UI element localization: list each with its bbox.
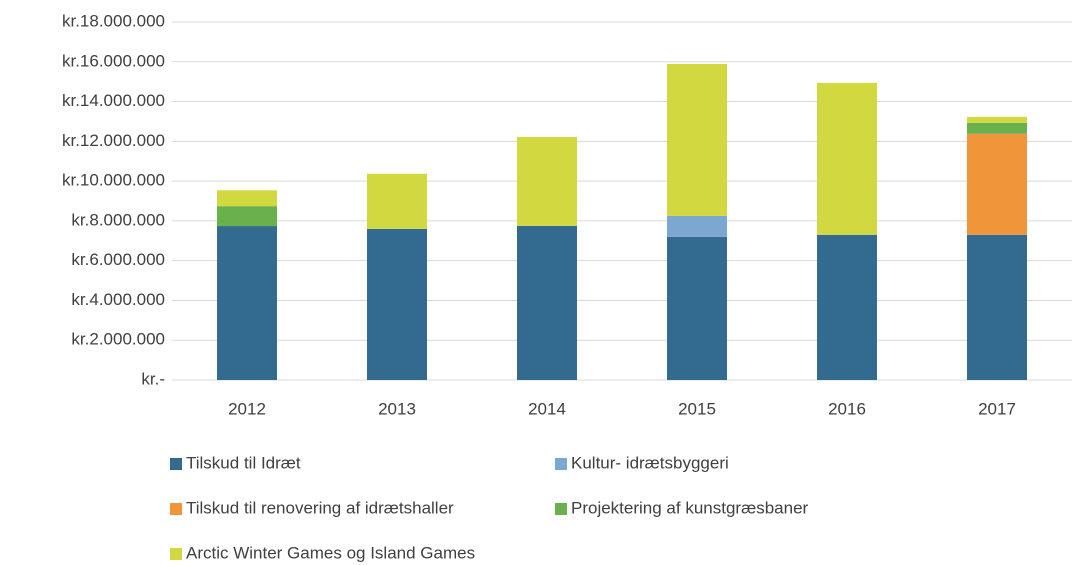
legend-swatch — [170, 503, 182, 515]
x-tick-label: 2012 — [228, 399, 266, 418]
y-tick-label: kr.4.000.000 — [71, 290, 165, 309]
bar-segment — [367, 173, 427, 229]
x-tick-label: 2015 — [678, 399, 716, 418]
bar-segment — [217, 226, 277, 380]
legend-swatch — [170, 548, 182, 560]
x-tick-label: 2014 — [528, 399, 566, 418]
bar-segment — [967, 133, 1027, 235]
y-tick-label: kr.6.000.000 — [71, 250, 165, 269]
bar-segment — [217, 190, 277, 207]
legend-label: Tilskud til renovering af idrætshaller — [186, 498, 454, 517]
legend-label: Arctic Winter Games og Island Games — [186, 543, 475, 562]
bar-segment — [367, 228, 427, 380]
legend-label: Projektering af kunstgræsbaner — [571, 498, 809, 517]
y-tick-label: kr.12.000.000 — [62, 131, 165, 150]
bar-segment — [667, 215, 727, 237]
bar-segment — [967, 122, 1027, 134]
bar-segment — [667, 63, 727, 216]
bar-segment — [667, 236, 727, 380]
x-tick-label: 2013 — [378, 399, 416, 418]
y-tick-label: kr.14.000.000 — [62, 91, 165, 110]
x-tick-label: 2017 — [978, 399, 1016, 418]
legend-swatch — [555, 458, 567, 470]
bar-segment — [967, 116, 1027, 123]
x-tick-label: 2016 — [828, 399, 866, 418]
bar-segment — [817, 82, 877, 235]
y-tick-label: kr.- — [141, 369, 165, 388]
y-tick-label: kr.2.000.000 — [71, 330, 165, 349]
y-tick-label: kr.16.000.000 — [62, 51, 165, 70]
legend-label: Kultur- idrætsbyggeri — [571, 453, 729, 472]
bar-segment — [517, 225, 577, 380]
y-tick-label: kr.8.000.000 — [71, 210, 165, 229]
y-tick-label: kr.10.000.000 — [62, 171, 165, 190]
bar-segment — [217, 206, 277, 227]
legend-swatch — [555, 503, 567, 515]
bar-segment — [517, 136, 577, 226]
bar-segment — [967, 234, 1027, 380]
y-tick-label: kr.18.000.000 — [62, 11, 165, 30]
legend-label: Tilskud til Idræt — [186, 453, 301, 472]
legend-swatch — [170, 458, 182, 470]
bar-segment — [817, 234, 877, 380]
